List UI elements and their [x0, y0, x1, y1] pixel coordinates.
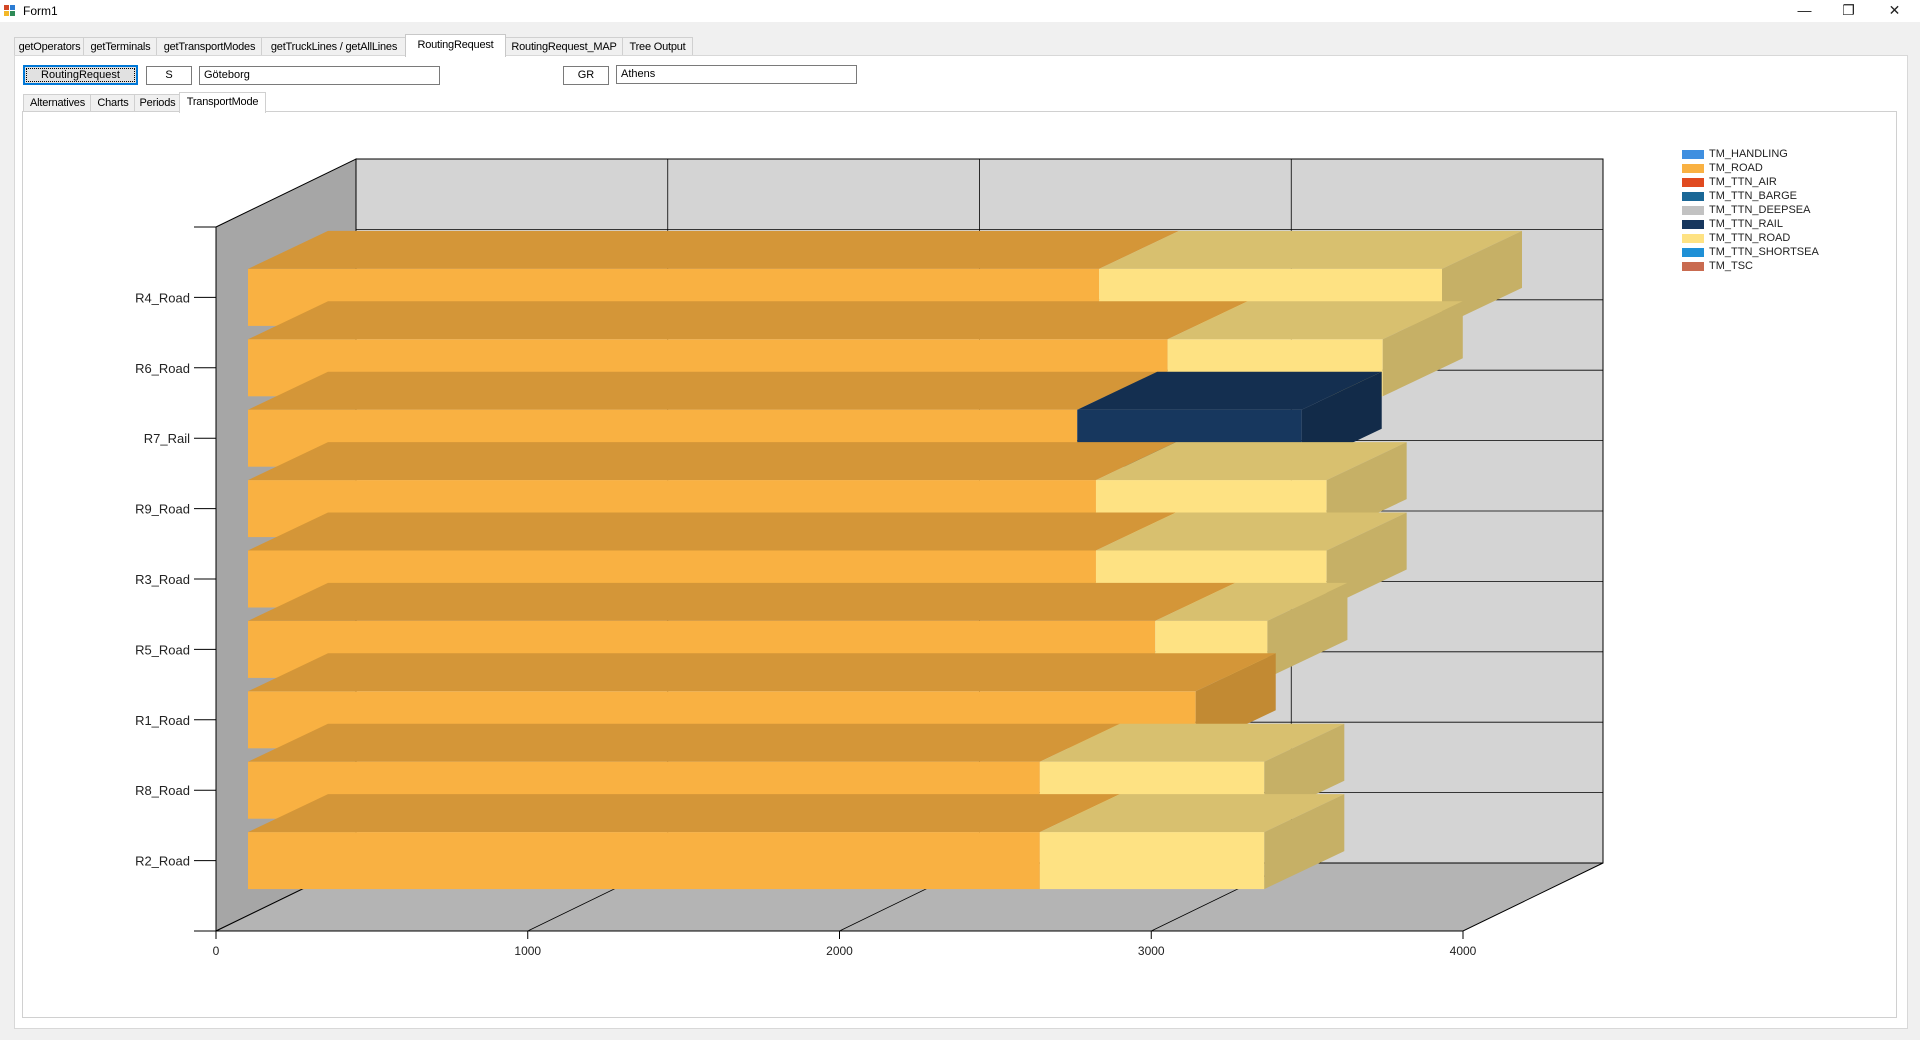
bar-top-face — [248, 723, 1120, 762]
bar-side-face — [1264, 794, 1345, 890]
legend-swatch-tsc — [1682, 262, 1704, 271]
bar-top-face — [1155, 582, 1348, 621]
bar-top-face — [248, 512, 1176, 551]
legend-swatch-ttn-shortsea — [1682, 248, 1704, 257]
minimize-icon[interactable]: — — [1797, 2, 1812, 18]
tab-routing-request-map[interactable]: RoutingRequest_MAP — [504, 37, 624, 56]
y-tick-label: R4_Road — [135, 290, 190, 305]
y-tick-label: R8_Road — [135, 783, 190, 798]
bar-segment — [248, 794, 1120, 890]
legend-label: TM_ROAD — [1709, 162, 1763, 174]
legend-swatch-ttn-barge — [1682, 192, 1704, 201]
legend-label: TM_TTN_BARGE — [1709, 190, 1798, 202]
y-tick-label: R5_Road — [135, 642, 190, 657]
tab-tree-output[interactable]: Tree Output — [622, 37, 693, 56]
x-tick-label: 1000 — [514, 944, 541, 958]
legend-label: TM_HANDLING — [1709, 148, 1788, 160]
tab-routing-request[interactable]: RoutingRequest — [405, 34, 506, 57]
bar-top-face — [1077, 371, 1382, 410]
bar-top-face — [248, 582, 1236, 621]
app-icon — [4, 5, 16, 17]
legend-swatch-ttn-deepsea — [1682, 206, 1704, 215]
restore-icon[interactable]: ❐ — [1842, 2, 1855, 18]
bar-top-face — [1039, 794, 1345, 833]
bar-front-face — [1039, 832, 1265, 890]
legend-label: TM_TTN_RAIL — [1709, 218, 1783, 230]
bar-top-face — [248, 371, 1158, 410]
bar-top-face — [248, 653, 1276, 692]
tab-get-operators[interactable]: getOperators — [14, 37, 85, 56]
y-tick-label: R6_Road — [135, 361, 190, 376]
legend-label: TM_TTN_SHORTSEA — [1709, 246, 1819, 258]
title-bar: Form1 — ❐ ✕ — [0, 0, 1920, 22]
x-tick-label: 0 — [213, 944, 220, 958]
legend-label: TM_TSC — [1709, 260, 1753, 272]
legend-label: TM_TTN_ROAD — [1709, 232, 1791, 244]
y-tick-label: R1_Road — [135, 713, 190, 728]
y-tick-label: R7_Rail — [144, 431, 190, 446]
tab-get-terminals[interactable]: getTerminals — [83, 37, 158, 56]
bar-top-face — [1095, 512, 1407, 551]
subtab-charts[interactable]: Charts — [90, 94, 136, 112]
routing-request-button[interactable]: RoutingRequest — [23, 65, 138, 85]
subtab-alternatives[interactable]: Alternatives — [23, 94, 92, 112]
legend-swatch-ttn-road — [1682, 234, 1704, 243]
subtab-transport-mode[interactable]: TransportMode — [179, 92, 266, 113]
bar-top-face — [248, 301, 1248, 340]
bar-top-face — [248, 442, 1176, 481]
legend-swatch-ttn-rail — [1682, 220, 1704, 229]
x-tick-label: 3000 — [1138, 944, 1165, 958]
y-tick-label: R9_Road — [135, 502, 190, 517]
bar-front-face — [248, 832, 1040, 890]
bar-top-face — [1095, 442, 1407, 481]
x-tick-label: 4000 — [1450, 944, 1477, 958]
dest-city-field[interactable]: Athens — [616, 65, 857, 84]
bar-top-face — [1039, 723, 1345, 762]
bar-top-face — [248, 794, 1120, 833]
legend-label: TM_TTN_DEEPSEA — [1709, 204, 1811, 216]
tab-get-truck-lines[interactable]: getTruckLines / getAllLines — [261, 37, 407, 56]
legend-label: TM_TTN_AIR — [1709, 176, 1777, 188]
origin-city-field[interactable]: Göteborg — [199, 66, 440, 85]
dest-country-field[interactable]: GR — [563, 66, 609, 85]
legend-swatch-ttn-air — [1682, 178, 1704, 187]
bar-side-face — [1382, 301, 1463, 397]
y-tick-label: R3_Road — [135, 572, 190, 587]
bar-segment — [248, 371, 1158, 467]
bar-top-face — [1167, 301, 1463, 340]
origin-country-field[interactable]: S — [146, 66, 192, 85]
y-tick-label: R2_Road — [135, 854, 190, 869]
tab-get-transport-modes[interactable]: getTransportModes — [156, 37, 263, 56]
bar-top-face — [1099, 230, 1523, 269]
legend-swatch-road — [1682, 164, 1704, 173]
bar-top-face — [248, 230, 1180, 269]
close-icon[interactable]: ✕ — [1888, 2, 1901, 18]
x-tick-label: 2000 — [826, 944, 853, 958]
bar-segment — [248, 723, 1120, 819]
legend-swatch-handling — [1682, 150, 1704, 159]
window-title: Form1 — [23, 4, 58, 18]
subtab-periods[interactable]: Periods — [134, 94, 181, 112]
bar-segment — [1039, 794, 1345, 890]
bar-side-face — [1267, 582, 1348, 678]
